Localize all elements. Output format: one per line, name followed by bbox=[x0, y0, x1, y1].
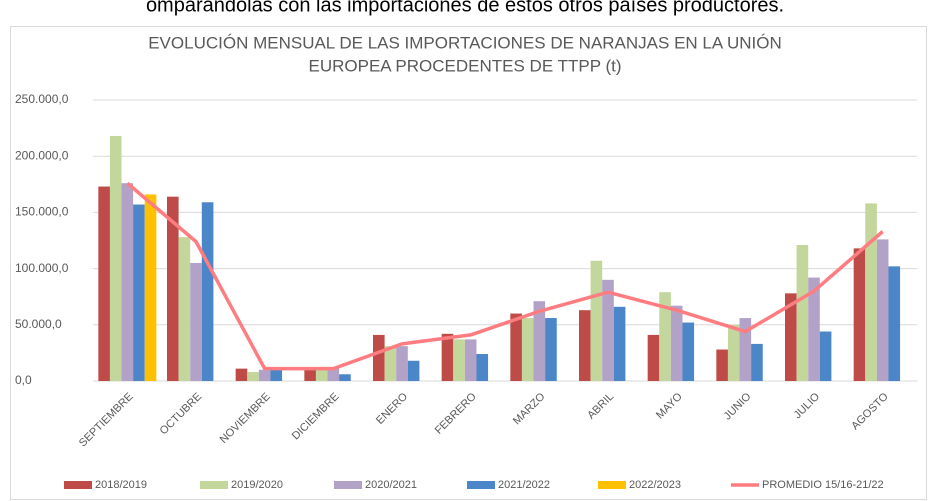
bar bbox=[396, 346, 408, 381]
bar bbox=[453, 339, 465, 381]
bar bbox=[247, 372, 259, 381]
y-tick-label: 150.000,0 bbox=[15, 205, 69, 219]
legend-swatch bbox=[200, 481, 228, 489]
bar bbox=[727, 324, 740, 381]
x-tick-label: FEBRERO bbox=[433, 390, 479, 436]
bar bbox=[373, 334, 385, 381]
bar bbox=[121, 183, 134, 381]
legend-swatch bbox=[467, 481, 495, 489]
chart-border bbox=[10, 26, 927, 500]
bar bbox=[876, 239, 889, 381]
legend-swatch bbox=[334, 481, 362, 489]
caption: omparándolas con las importaciones de es… bbox=[146, 0, 784, 16]
legend-swatch bbox=[598, 481, 626, 489]
bar bbox=[315, 368, 328, 381]
bar bbox=[716, 349, 728, 381]
bar bbox=[510, 313, 522, 381]
bar bbox=[476, 354, 489, 381]
x-tick-label: DICIEMBRE bbox=[290, 391, 342, 443]
bar bbox=[865, 203, 877, 381]
bar bbox=[441, 333, 454, 381]
bar bbox=[739, 318, 752, 381]
bar bbox=[270, 369, 283, 381]
bar bbox=[682, 322, 695, 381]
x-tick-label: SEPTIEMBRE bbox=[77, 391, 136, 450]
bar bbox=[258, 369, 271, 381]
legend-label: 2018/2019 bbox=[95, 479, 147, 491]
legend-label: 2022/2023 bbox=[629, 479, 681, 491]
y-tick-label: 0,0 bbox=[15, 373, 32, 387]
bar bbox=[659, 292, 671, 381]
x-tick-label: AGOSTO bbox=[849, 390, 891, 432]
bar bbox=[888, 266, 901, 381]
y-tick-label: 50.000,0 bbox=[15, 317, 62, 331]
x-tick-label: JULIO bbox=[792, 390, 823, 421]
bar bbox=[853, 248, 866, 381]
bar bbox=[808, 277, 820, 381]
y-tick-label: 100.000,0 bbox=[15, 261, 69, 275]
bar bbox=[109, 135, 122, 381]
y-tick-label: 250.000,0 bbox=[15, 92, 69, 106]
bar bbox=[407, 360, 420, 381]
bar bbox=[590, 260, 603, 381]
bar bbox=[384, 346, 397, 381]
x-tick-label: JUNIO bbox=[722, 390, 754, 422]
chart-title: EVOLUCIÓN MENSUAL DE LAS IMPORTACIONES D… bbox=[148, 33, 782, 52]
legend-label: 2021/2022 bbox=[498, 479, 550, 491]
x-tick-label: NOVIEMBRE bbox=[218, 391, 273, 446]
bar bbox=[602, 279, 614, 381]
bar bbox=[819, 331, 832, 381]
bar bbox=[133, 204, 145, 381]
legend-swatch bbox=[64, 481, 92, 489]
x-tick-label: ENERO bbox=[374, 390, 410, 426]
bar bbox=[647, 334, 660, 381]
legend-label: 2020/2021 bbox=[365, 479, 417, 491]
bar bbox=[327, 367, 340, 381]
bar bbox=[670, 305, 683, 381]
chart-title: EUROPEA PROCEDENTES DE TTPP (t) bbox=[309, 56, 622, 75]
bar bbox=[201, 202, 214, 381]
x-tick-label: OCTUBRE bbox=[158, 391, 205, 438]
bar bbox=[167, 196, 179, 381]
bar bbox=[464, 339, 477, 381]
bar bbox=[521, 318, 534, 381]
bar bbox=[144, 194, 157, 381]
bar bbox=[304, 369, 316, 381]
bar bbox=[178, 237, 191, 381]
bar bbox=[98, 186, 110, 381]
bar bbox=[235, 368, 248, 381]
bar bbox=[785, 293, 797, 381]
bar bbox=[533, 301, 546, 381]
line bbox=[126, 181, 884, 371]
y-tick-label: 200.000,0 bbox=[15, 148, 69, 162]
x-tick-label: ABRIL bbox=[585, 391, 616, 422]
x-tick-label: MARZO bbox=[511, 390, 548, 427]
bar bbox=[796, 244, 809, 381]
bar bbox=[751, 343, 763, 381]
bar bbox=[339, 374, 351, 381]
bar bbox=[545, 318, 557, 381]
bar bbox=[613, 306, 626, 381]
bar bbox=[190, 262, 202, 381]
bar bbox=[579, 310, 591, 381]
legend-label: PROMEDIO 15/16-21/22 bbox=[762, 479, 884, 491]
legend-label: 2019/2020 bbox=[231, 479, 283, 491]
x-tick-label: MAYO bbox=[654, 390, 685, 421]
